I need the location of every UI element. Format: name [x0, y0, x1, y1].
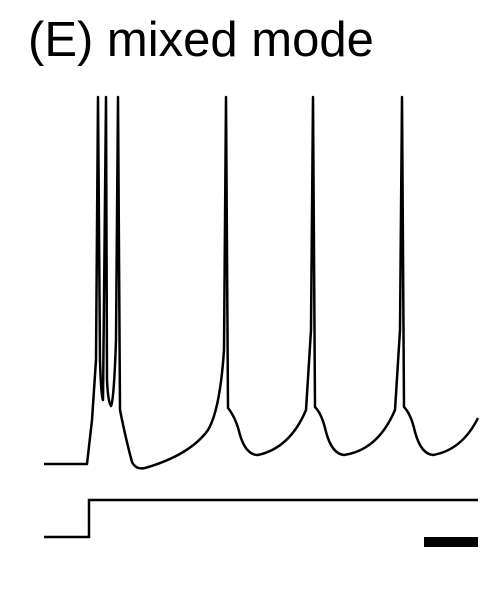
- current-step-trace: [44, 498, 478, 539]
- voltage-trace: [44, 95, 480, 470]
- panel-title: (E) mixed mode: [28, 13, 374, 67]
- scale-bar: [424, 537, 478, 547]
